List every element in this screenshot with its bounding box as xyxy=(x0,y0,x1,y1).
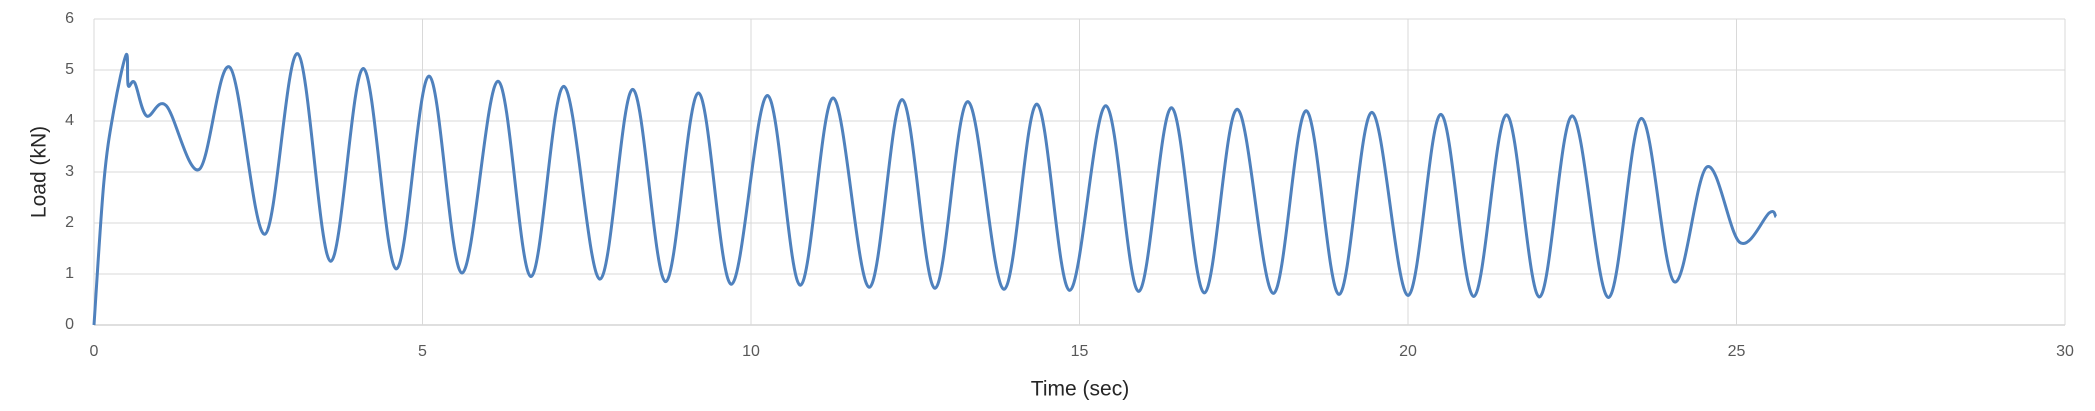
x-tick-label: 30 xyxy=(2056,343,2074,360)
x-tick-label: 5 xyxy=(418,343,427,360)
y-tick-label: 3 xyxy=(65,163,74,180)
x-tick-label: 25 xyxy=(1728,343,1746,360)
data-line xyxy=(92,52,1778,326)
x-tick-label: 15 xyxy=(1071,343,1089,360)
x-tick-label: 0 xyxy=(90,343,99,360)
y-tick-label: 0 xyxy=(65,316,74,333)
y-tick-label: 6 xyxy=(65,10,74,27)
x-tick-label: 10 xyxy=(742,343,760,360)
y-axis-title: Load (kN) xyxy=(28,126,51,218)
y-tick-label: 5 xyxy=(65,61,74,78)
y-tick-label: 2 xyxy=(65,214,74,231)
x-axis-title: Time (sec) xyxy=(1031,378,1129,401)
x-tick-label: 20 xyxy=(1399,343,1417,360)
y-tick-label: 4 xyxy=(65,112,74,129)
y-tick-label: 1 xyxy=(65,265,74,282)
